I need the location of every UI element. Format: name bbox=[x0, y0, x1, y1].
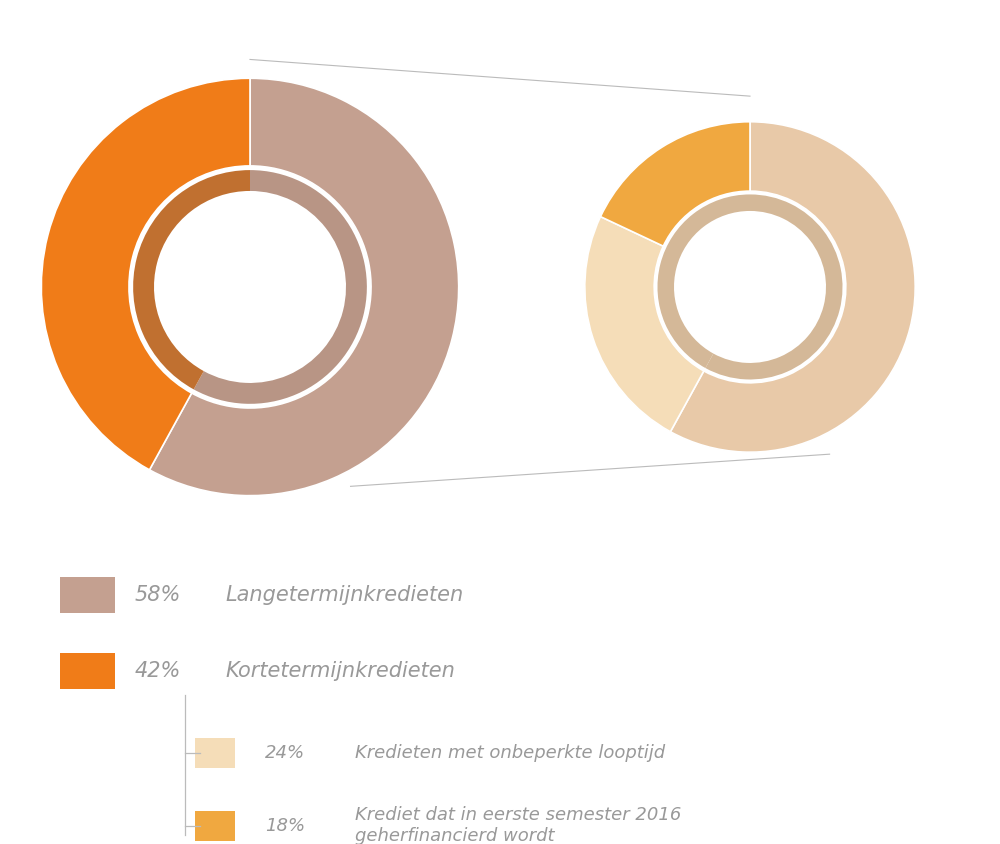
Bar bbox=[60, 652, 115, 689]
Wedge shape bbox=[657, 194, 750, 368]
Wedge shape bbox=[670, 122, 915, 452]
Text: Langetermijnkredieten: Langetermijnkredieten bbox=[225, 585, 463, 605]
Wedge shape bbox=[585, 217, 704, 432]
Wedge shape bbox=[41, 78, 250, 470]
Text: 58%: 58% bbox=[135, 585, 181, 605]
Text: 18%: 18% bbox=[265, 817, 305, 835]
Bar bbox=[195, 810, 235, 841]
Text: Krediet dat in eerste semester 2016
geherfinancierd wordt: Krediet dat in eerste semester 2016 gehe… bbox=[355, 806, 681, 844]
Text: 24%: 24% bbox=[265, 744, 305, 762]
Wedge shape bbox=[705, 194, 843, 380]
Text: Kortetermijnkredieten: Kortetermijnkredieten bbox=[225, 661, 455, 681]
Wedge shape bbox=[194, 170, 367, 403]
Wedge shape bbox=[133, 170, 250, 389]
Bar bbox=[195, 738, 235, 768]
Wedge shape bbox=[601, 122, 750, 246]
Text: 42%: 42% bbox=[135, 661, 181, 681]
Bar bbox=[60, 576, 115, 613]
Wedge shape bbox=[149, 78, 459, 495]
Text: Kredieten met onbeperkte looptijd: Kredieten met onbeperkte looptijd bbox=[355, 744, 665, 762]
